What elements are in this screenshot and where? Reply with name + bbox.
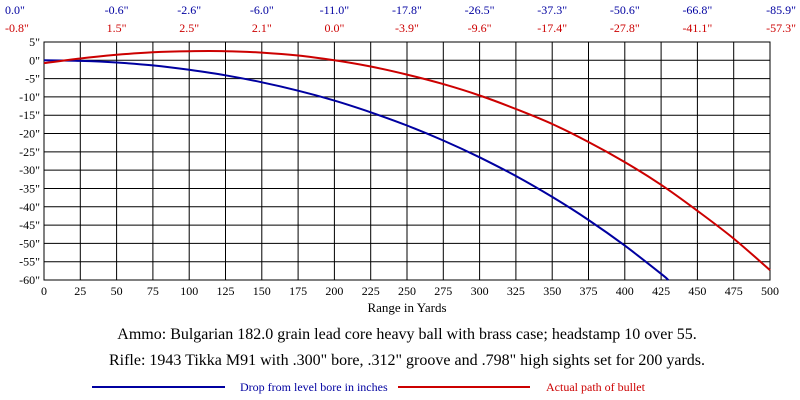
y-tick-label: -30": [19, 163, 40, 177]
x-tick-label: 150: [253, 284, 271, 298]
top-drop-label: -6.0": [250, 3, 274, 17]
x-tick-label: 200: [325, 284, 343, 298]
x-tick-label: 475: [725, 284, 743, 298]
x-tick-label: 50: [111, 284, 123, 298]
x-tick-label: 100: [180, 284, 198, 298]
x-tick-label: 425: [652, 284, 670, 298]
legend: Drop from level bore in inches Actual pa…: [92, 380, 646, 394]
x-tick-label: 325: [507, 284, 525, 298]
x-tick-label: 175: [289, 284, 307, 298]
x-axis-ticks: 0 25 50 75 100 125 150 175 200 225 250 275 300 325 350…: [41, 284, 779, 298]
x-tick-label: 450: [688, 284, 706, 298]
y-tick-label: 0": [29, 53, 40, 67]
x-tick-label: 300: [471, 284, 489, 298]
x-tick-label: 400: [616, 284, 634, 298]
y-tick-label: -25": [19, 145, 40, 159]
x-axis-label: Range in Yards: [367, 300, 446, 315]
legend-label-path: Actual path of bullet: [546, 380, 646, 394]
grid: [43, 41, 771, 281]
y-tick-label: -15": [19, 108, 40, 122]
top-drop-label: -66.8": [682, 3, 712, 17]
y-tick-label: -45": [19, 218, 40, 232]
top-path-label: -17.4": [537, 21, 567, 35]
series: [43, 50, 771, 281]
series-line-path: [43, 50, 771, 271]
x-tick-label: 125: [217, 284, 235, 298]
y-tick-label: -60": [19, 273, 40, 287]
x-tick-label: 375: [580, 284, 598, 298]
top-drop-label: -0.6": [105, 3, 129, 17]
top-path-label: -41.1": [682, 21, 712, 35]
top-drop-label: 0.0": [5, 3, 25, 17]
x-tick-label: 0: [41, 284, 47, 298]
y-tick-label: -50": [19, 236, 40, 250]
x-tick-label: 350: [543, 284, 561, 298]
top-drop-label: -26.5": [465, 3, 495, 17]
top-path-label: -9.6": [468, 21, 492, 35]
y-tick-label: -40": [19, 200, 40, 214]
x-tick-label: 250: [398, 284, 416, 298]
top-path-label: 2.1": [252, 21, 272, 35]
top-drop-label: -2.6": [177, 3, 201, 17]
series-line-drop: [43, 59, 670, 281]
legend-label-drop: Drop from level bore in inches: [240, 380, 388, 394]
top-path-label: -27.8": [610, 21, 640, 35]
x-tick-label: 275: [434, 284, 452, 298]
top-drop-label: -85.9": [766, 3, 796, 17]
y-tick-label: -5": [25, 72, 40, 86]
top-path-label: 2.5": [179, 21, 199, 35]
y-tick-label: -10": [19, 90, 40, 104]
top-drop-label: -11.0": [320, 3, 350, 17]
rifle-note: Rifle: 1943 Tikka M91 with .300" bore, .…: [109, 352, 705, 369]
top-drop-label: -50.6": [610, 3, 640, 17]
y-tick-label: -55": [19, 255, 40, 269]
top-path-label: 0.0": [324, 21, 344, 35]
y-axis-ticks: 5" 0" -5" -10" -15" -20" -25" -30" -35" -40" -45" -…: [19, 35, 40, 287]
top-drop-label: -17.8": [392, 3, 422, 17]
x-tick-label: 25: [74, 284, 86, 298]
x-tick-label: 225: [362, 284, 380, 298]
x-tick-label: 75: [147, 284, 159, 298]
top-drop-label: -37.3": [537, 3, 567, 17]
top-path-label: -57.3": [766, 21, 796, 35]
top-path-label: -0.8": [5, 21, 29, 35]
ammo-note: Ammo: Bulgarian 182.0 grain lead core he…: [117, 326, 696, 343]
y-tick-label: -35": [19, 181, 40, 195]
y-tick-label: -20": [19, 127, 40, 141]
top-path-label: -3.9": [395, 21, 419, 35]
x-tick-label: 500: [761, 284, 779, 298]
top-range-labels: 0.0" -0.8" -0.6" 1.5" -2.6" 2.5" -6.0" 2.1" -11.…: [5, 3, 796, 35]
y-tick-label: 5": [29, 35, 40, 49]
top-path-label: 1.5": [107, 21, 127, 35]
